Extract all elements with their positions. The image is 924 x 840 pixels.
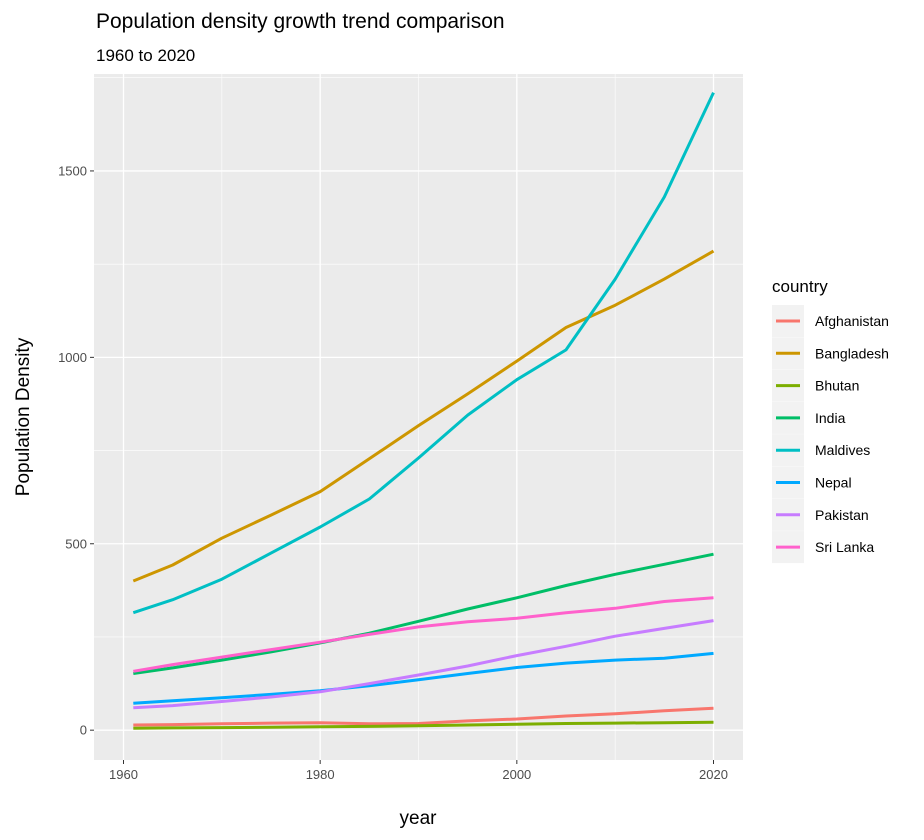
series-lines	[132, 91, 715, 730]
y-tick-label: 500	[65, 536, 87, 551]
legend-item-maldives: Maldives	[772, 434, 870, 467]
legend-item-nepal: Nepal	[772, 466, 852, 499]
chart-title: Population density growth trend comparis…	[96, 10, 505, 33]
series-line-nepal	[133, 651, 714, 705]
legend-item-afghanistan: Afghanistan	[772, 305, 889, 337]
series-line-bangladesh	[132, 249, 715, 583]
legend-item-pakistan: Pakistan	[772, 498, 869, 531]
legend-item-bangladesh: Bangladesh	[772, 337, 889, 370]
legend-label: Maldives	[815, 442, 870, 458]
legend-item-sri-lanka: Sri Lanka	[772, 531, 874, 564]
legend-title: country	[772, 277, 828, 296]
x-tick-label: 1980	[306, 767, 335, 782]
series-line-india	[133, 552, 714, 675]
series-line-sri-lanka	[133, 596, 714, 673]
y-tick-label: 1000	[58, 350, 87, 365]
series-line-bhutan	[133, 720, 714, 730]
x-tick-label: 2000	[502, 767, 531, 782]
legend-label: India	[815, 410, 846, 426]
chart-subtitle: 1960 to 2020	[96, 46, 195, 65]
x-axis-title: year	[400, 808, 438, 829]
series-line-afghanistan	[133, 706, 714, 727]
legend-label: Pakistan	[815, 507, 869, 523]
axis-ticks: 0 500 1000 1500 1960 1980 2000 2020	[58, 163, 728, 782]
x-tick-label: 2020	[699, 767, 728, 782]
legend-label: Bangladesh	[815, 345, 889, 361]
x-tick-label: 1960	[109, 767, 138, 782]
y-tick-label: 0	[80, 723, 87, 738]
y-tick-label: 1500	[58, 163, 87, 178]
legend-item-bhutan: Bhutan	[772, 369, 859, 402]
gridlines	[94, 74, 743, 760]
series-line-maldives	[132, 91, 715, 615]
series-line-pakistan	[133, 619, 714, 710]
legend-item-india: India	[772, 401, 846, 434]
legend-label: Nepal	[815, 475, 852, 491]
legend-label: Bhutan	[815, 378, 859, 394]
legend-label: Afghanistan	[815, 313, 889, 329]
legend: country Afghanistan Bangladesh Bhutan India…	[772, 277, 889, 564]
y-axis-title: Population Density	[13, 337, 34, 496]
legend-label: Sri Lanka	[815, 539, 874, 555]
